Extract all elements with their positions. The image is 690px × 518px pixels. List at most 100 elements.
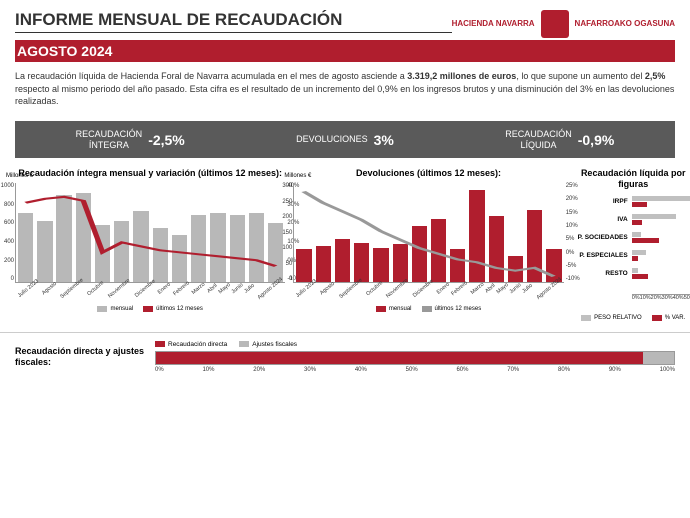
header: INFORME MENSUAL DE RECAUDACIÓN HACIENDA …	[0, 0, 690, 40]
hbar-var	[632, 202, 647, 207]
bar	[527, 210, 542, 283]
legend-item: últimos 12 meses	[143, 306, 203, 312]
hbar-peso	[632, 268, 638, 273]
bar	[230, 215, 245, 282]
kpi-item: DEVOLUCIONES 3%	[296, 129, 394, 151]
intro-t2: , lo que supone un aumento del	[516, 71, 645, 81]
logos: HACIENDA NAVARRA NAFARROAKO OGASUNA	[452, 10, 675, 38]
chart-figuras: Recaudación líquida por figuras IRPF IVA P…	[572, 168, 690, 321]
kpi-item: RECAUDACIÓNÍNTEGRA -2,5%	[76, 129, 185, 151]
hbar-label: RESTO	[572, 270, 632, 277]
hbar-row: IRPF	[572, 194, 690, 210]
hbar-row: IVA	[572, 212, 690, 228]
bar	[373, 248, 388, 283]
legend-item: mensual	[376, 306, 412, 312]
intro-t1: La recaudación líquida de Hacienda Foral…	[15, 71, 407, 81]
bar	[412, 226, 427, 282]
bottom-title: Recaudación directa y ajustes fiscales:	[15, 346, 145, 368]
bar	[153, 228, 168, 282]
hbar-var	[632, 220, 642, 225]
hbar-peso	[632, 250, 646, 255]
hbar-label: IRPF	[572, 198, 632, 205]
stacked-segment	[643, 352, 674, 364]
bar	[249, 213, 264, 282]
legend-item: mensual	[97, 306, 133, 312]
kpi-bar: RECAUDACIÓNÍNTEGRA -2,5% DEVOLUCIONES 3% REC…	[15, 121, 675, 159]
bar	[76, 193, 91, 282]
bottom-section: Recaudación directa y ajustes fiscales: …	[0, 332, 690, 381]
chart-recaudacion-integra: Recaudación íntegra mensual y variación …	[15, 168, 285, 321]
chart3-area: IRPF IVA P. SOCIEDADES P. ESPECIALES RESTO	[572, 194, 690, 294]
stacked-bar-wrap: Recaudación directa Ajustes fiscales 0%10…	[155, 341, 675, 373]
bar	[489, 216, 504, 282]
chart1-area: Millones € 1000800600400200040%30%20%10%…	[15, 183, 285, 283]
hbar-var	[632, 256, 638, 261]
chart2-ylabel: Millones €	[284, 173, 311, 179]
intro-paragraph: La recaudación líquida de Hacienda Foral…	[0, 62, 690, 116]
legend-item: PESO RELATIVO	[581, 315, 642, 321]
intro-b1: 3.319,2 millones de euros	[407, 71, 516, 81]
legend-item: últimos 12 meses	[422, 306, 482, 312]
hbar-label: P. SOCIEDADES	[572, 234, 632, 241]
bar	[172, 235, 187, 283]
kpi-label: RECAUDACIÓNLÍQUIDA	[505, 129, 572, 151]
chart1-title: Recaudación íntegra mensual y variación …	[15, 168, 285, 179]
logo-left-text: HACIENDA NAVARRA	[452, 20, 535, 29]
chart1-xlabels: Julio 2023AgostoSeptiembreOctubreNoviemb…	[15, 283, 285, 292]
bar	[114, 221, 129, 282]
kpi-value: 3%	[374, 132, 394, 148]
hbar-var	[632, 238, 660, 243]
hbar-label: P. ESPECIALES	[572, 252, 632, 259]
bar	[335, 239, 350, 282]
kpi-value: -2,5%	[148, 132, 185, 148]
hbar-row: P. ESPECIALES	[572, 248, 690, 264]
logo-icon	[541, 10, 569, 38]
chart2-title: Devoluciones (últimos 12 meses):	[293, 168, 563, 179]
bar	[210, 213, 225, 282]
bar	[18, 213, 33, 282]
bottom-legend: Recaudación directa Ajustes fiscales	[155, 341, 675, 348]
legend-item: % VAR.	[652, 315, 686, 321]
chart3-title: Recaudación líquida por figuras	[572, 168, 690, 190]
logo-right-text: NAFARROAKO OGASUNA	[575, 20, 675, 29]
charts-row: Recaudación íntegra mensual y variación …	[0, 163, 690, 326]
chart2-area: Millones € 30025020015010050025%20%15%10…	[293, 183, 563, 283]
bar	[56, 195, 71, 282]
bar	[431, 219, 446, 282]
stacked-bar	[155, 351, 675, 365]
intro-b2: 2,5%	[645, 71, 666, 81]
bar	[95, 225, 110, 282]
kpi-label: RECAUDACIÓNÍNTEGRA	[76, 129, 143, 151]
bar	[469, 190, 484, 282]
chart-devoluciones: Devoluciones (últimos 12 meses): Millone…	[293, 168, 563, 321]
bar	[316, 246, 331, 282]
legend-item: Ajustes fiscales	[239, 341, 297, 348]
kpi-value: -0,9%	[578, 132, 615, 148]
kpi-item: RECAUDACIÓNLÍQUIDA -0,9%	[505, 129, 614, 151]
chart2-xlabels: Julio 2023AgostoSeptiembreOctubreNoviemb…	[293, 283, 563, 292]
hbar-row: P. SOCIEDADES	[572, 230, 690, 246]
report-subtitle: AGOSTO 2024	[15, 40, 675, 62]
bar	[133, 211, 148, 282]
chart3-xaxis: 0%10%20%30%40%50%	[632, 294, 690, 301]
bottom-xaxis: 0%10%20%30%40%50%60%70%80%90%100%	[155, 367, 675, 373]
bar	[393, 244, 408, 282]
bar	[37, 221, 52, 282]
intro-t3: respecto al mismo periodo del año pasado…	[15, 84, 674, 107]
chart2-legend: mensual últimos 12 meses	[293, 306, 563, 312]
kpi-label: DEVOLUCIONES	[296, 134, 368, 145]
report-title: INFORME MENSUAL DE RECAUDACIÓN	[15, 10, 452, 33]
hbar-peso	[632, 232, 641, 237]
hbar-var	[632, 274, 648, 279]
hbar-label: IVA	[572, 216, 632, 223]
hbar-peso	[632, 214, 676, 219]
chart3-legend: PESO RELATIVO % VAR.	[572, 315, 690, 321]
bar	[191, 215, 206, 282]
chart1-ylabel: Millones €	[6, 173, 33, 179]
legend-item: Recaudación directa	[155, 341, 227, 348]
chart1-legend: mensual últimos 12 meses	[15, 306, 285, 312]
hbar-peso	[632, 196, 690, 201]
stacked-segment	[156, 352, 643, 364]
bar	[508, 256, 523, 282]
hbar-row: RESTO	[572, 266, 690, 282]
